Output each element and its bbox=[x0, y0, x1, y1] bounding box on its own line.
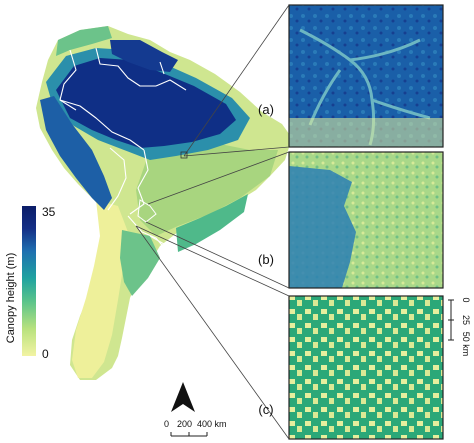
cerrado-region bbox=[136, 140, 278, 236]
inset-c-label: (c) bbox=[258, 402, 273, 417]
inset-scale-bar: 0 25 50 km bbox=[448, 297, 471, 356]
map-scale-bar: 0 200 400 km bbox=[164, 419, 227, 437]
inset-a-label: (a) bbox=[258, 102, 274, 117]
canopy-height-legend: Canopy height (m) 35 0 bbox=[5, 205, 56, 361]
map-scale-label-0: 0 bbox=[164, 419, 169, 429]
inset-b-frame bbox=[288, 151, 444, 289]
inset-b-wetland bbox=[289, 166, 356, 288]
inset-c-image bbox=[289, 296, 443, 439]
legend-max-label: 35 bbox=[42, 205, 56, 219]
inset-a-river bbox=[299, 28, 431, 146]
atlantic-forest-region bbox=[176, 194, 248, 252]
north-arrow-icon bbox=[171, 382, 195, 412]
map-scale-label-400: 400 km bbox=[197, 419, 227, 429]
inset-a-deforestation bbox=[289, 118, 443, 147]
chaco-region bbox=[120, 230, 160, 296]
legend-min-label: 0 bbox=[42, 347, 49, 361]
legend-colorbar bbox=[22, 206, 36, 356]
country-borders bbox=[59, 47, 187, 269]
inset-scale-label-0: 0 bbox=[461, 297, 471, 302]
inset-a[interactable] bbox=[288, 4, 444, 148]
legend-title: Canopy height (m) bbox=[5, 253, 17, 344]
inset-scale-label-50: 50 km bbox=[461, 332, 471, 357]
caribbean-coast-region bbox=[56, 26, 112, 56]
map-scale-label-200: 200 bbox=[177, 419, 192, 429]
south-america-map bbox=[36, 26, 292, 380]
inset-b[interactable] bbox=[288, 151, 444, 289]
southern-cone-region bbox=[72, 200, 128, 378]
inset-c[interactable] bbox=[288, 295, 444, 440]
inset-leader-lines bbox=[135, 4, 290, 440]
inset-a-frame bbox=[288, 4, 444, 148]
andes-east-slope bbox=[40, 96, 112, 210]
inset-b-label: (b) bbox=[258, 252, 274, 267]
inset-scale-label-25: 25 bbox=[461, 315, 471, 325]
inset-c-frame bbox=[288, 295, 444, 440]
amazon-forest-region bbox=[56, 58, 236, 148]
